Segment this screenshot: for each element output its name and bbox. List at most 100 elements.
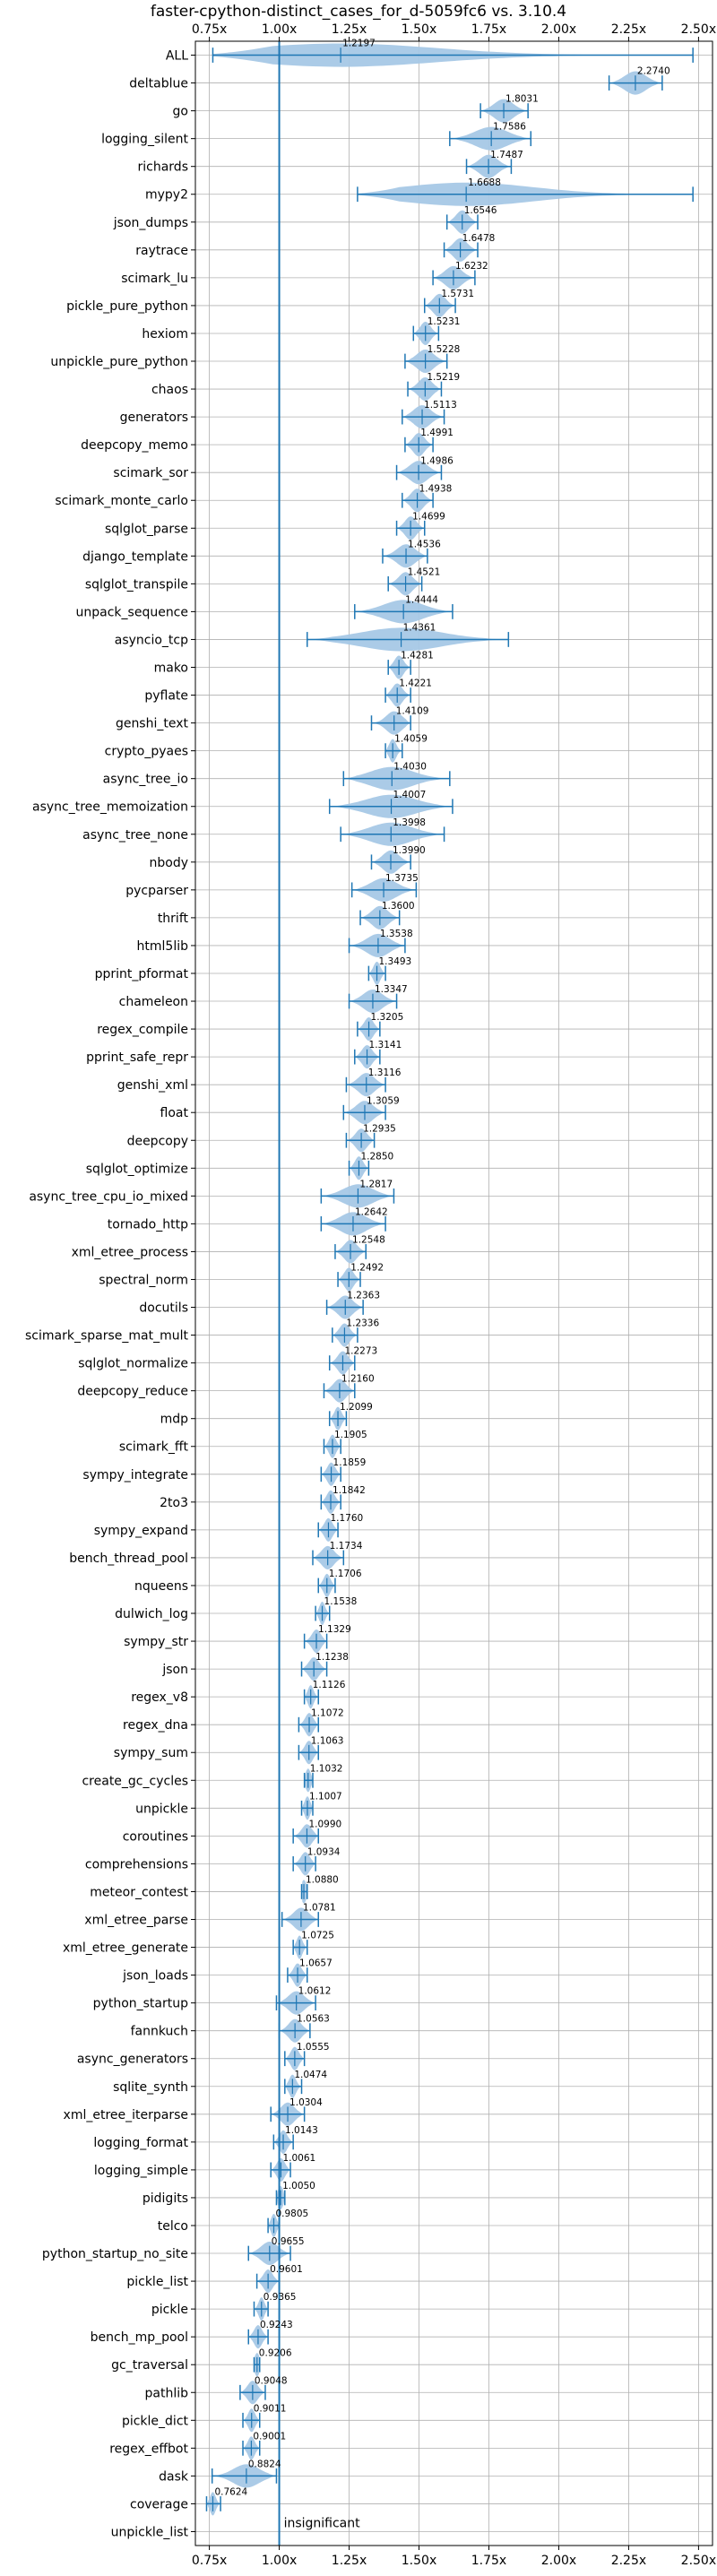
y-tick-label: scimark_fft [119, 1440, 189, 1455]
y-tick-label: xml_etree_process [72, 1245, 188, 1259]
grid-layer [195, 41, 713, 2546]
y-tick-label: pycparser [125, 884, 188, 898]
y-tick-label: create_gc_cycles [82, 1774, 188, 1788]
median-data-label: 1.5219 [427, 372, 460, 383]
y-tick-label: xml_etree_parse [84, 1914, 188, 1928]
median-data-label: 1.1859 [333, 1457, 367, 1468]
median-data-label: 0.9001 [253, 2431, 286, 2442]
violin-layer [205, 41, 694, 2546]
y-tick-label: chaos [151, 383, 188, 397]
median-data-label: 1.4991 [420, 428, 454, 438]
median-data-label: 1.0781 [303, 1903, 336, 1914]
median-data-label: 1.2197 [342, 39, 376, 49]
y-tick-label: regex_v8 [131, 1690, 188, 1705]
y-tick-label: pyflate [144, 689, 188, 704]
y-tick-label: bench_mp_pool [91, 2330, 188, 2345]
y-tick-label: dulwich_log [115, 1607, 188, 1621]
median-data-label: 1.2817 [359, 1179, 393, 1189]
median-data-label: 1.4281 [401, 651, 434, 661]
x-tick-label-top: 1.00x [262, 22, 297, 37]
median-data-label: 1.0304 [289, 2097, 323, 2108]
median-data-label: 1.8031 [505, 94, 539, 105]
median-data-label: 1.1072 [311, 1707, 344, 1718]
y-tick-label: coverage [130, 2497, 188, 2511]
median-data-label: 0.9048 [255, 2375, 288, 2386]
y-tick-label: json [161, 1663, 188, 1677]
median-data-label: 1.1842 [333, 1485, 366, 1496]
axis-layer [191, 37, 713, 2550]
median-data-label: 1.3735 [385, 873, 419, 884]
y-tick-label: generators [120, 411, 188, 425]
x-tick-label-top: 2.50x [681, 22, 716, 37]
median-data-label: 0.8824 [248, 2459, 281, 2469]
x-tick-label-top: 1.75x [471, 22, 506, 37]
median-data-label: 1.1032 [310, 1763, 343, 1774]
median-data-label: 1.3538 [380, 929, 413, 939]
x-tick-label-bottom: 2.00x [541, 2554, 576, 2568]
y-tick-label: crypto_pyaes [105, 745, 188, 759]
median-data-label: 0.9655 [272, 2236, 305, 2247]
median-data-label: 1.4030 [393, 762, 427, 773]
y-tick-label: deltablue [129, 77, 188, 91]
y-tick-label: json_dumps [113, 216, 188, 230]
median-data-label: 1.4521 [408, 566, 441, 577]
y-tick-label: logging_silent [101, 133, 188, 147]
median-data-label: 1.1538 [324, 1596, 358, 1607]
median-data-label: 1.2642 [355, 1206, 388, 1217]
y-tick-label: pickle_list [126, 2275, 188, 2289]
y-tick-label: pprint_pformat [95, 967, 189, 981]
y-tick-label: telco [158, 2219, 188, 2234]
y-tick-label: async_tree_cpu_io_mixed [29, 1189, 188, 1204]
plot-frame [194, 40, 713, 2546]
y-tick-label: deepcopy [127, 1134, 188, 1148]
median-data-label: 1.6232 [455, 261, 488, 272]
median-data-label: 1.5228 [428, 344, 461, 355]
y-tick-label: scimark_sor [113, 466, 188, 480]
x-tick-label-top: 1.25x [332, 22, 367, 37]
median-data-label: 1.0061 [282, 2153, 315, 2164]
median-data-label: 1.4699 [412, 511, 445, 522]
x-tick-label-bottom: 1.75x [471, 2554, 506, 2568]
y-tick-label: scimark_sparse_mat_mult [25, 1329, 188, 1344]
median-data-label: 1.4059 [394, 734, 428, 745]
median-data-label: 1.3998 [393, 817, 426, 828]
y-tick-label: pickle_dict [122, 2414, 189, 2428]
median-data-label: 0.9805 [275, 2209, 308, 2219]
x-tick-label-bottom: 1.00x [262, 2554, 297, 2568]
median-data-label: 1.0657 [299, 1958, 333, 1969]
y-tick-label: meteor_contest [90, 1885, 188, 1899]
y-tick-label: async_tree_io [103, 773, 188, 787]
y-tick-label: float [160, 1106, 189, 1120]
y-tick-label: unpickle_list [111, 2525, 189, 2539]
median-data-label: 1.0934 [307, 1846, 341, 1857]
median-data-label: 1.3116 [368, 1068, 402, 1078]
median-data-label: 1.0143 [285, 2125, 318, 2136]
y-tick-label: docutils [139, 1301, 188, 1316]
median-data-label: 1.3347 [375, 984, 408, 995]
y-tick-label: dask [159, 2469, 189, 2484]
median-data-label: 1.3600 [382, 901, 415, 912]
median-data-label: 1.4938 [419, 483, 453, 494]
y-tick-label: asyncio_tcp [115, 633, 188, 647]
y-tick-label: sympy_str [124, 1635, 188, 1649]
median-data-label: 1.2273 [344, 1346, 377, 1357]
median-data-label: 1.1126 [313, 1680, 346, 1690]
y-tick-label: unpickle [135, 1802, 188, 1816]
y-tick-label: tornado_http [108, 1217, 188, 1232]
median-data-label: 1.6478 [462, 233, 496, 244]
y-tick-label: regex_dna [123, 1718, 188, 1733]
y-tick-label: regex_compile [97, 1023, 188, 1037]
x-tick-label-top: 2.00x [541, 22, 576, 37]
y-tick-label: sympy_integrate [82, 1468, 188, 1482]
median-data-label: 1.1063 [311, 1735, 344, 1746]
chart-title: faster-cpython-distinct_cases_for_d-5059… [151, 3, 566, 21]
median-data-label: 0.7624 [214, 2486, 247, 2497]
y-tick-label: thrift [158, 912, 189, 926]
y-tick-label: xml_etree_iterparse [64, 2108, 188, 2122]
y-tick-label: sympy_sum [114, 1746, 188, 1760]
median-data-label: 1.4109 [396, 706, 429, 717]
y-tick-label: pickle [151, 2303, 188, 2317]
y-tick-label: fannkuch [131, 2025, 188, 2039]
median-data-label: 1.0050 [282, 2181, 315, 2191]
